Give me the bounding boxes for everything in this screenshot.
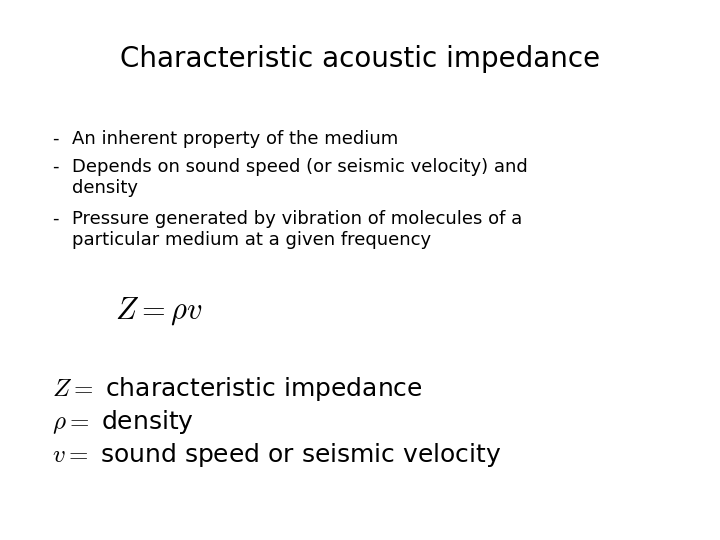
- Text: An inherent property of the medium: An inherent property of the medium: [72, 130, 398, 148]
- Text: Pressure generated by vibration of molecules of a
particular medium at a given f: Pressure generated by vibration of molec…: [72, 210, 522, 249]
- Text: $\rho=$ density: $\rho=$ density: [52, 408, 194, 436]
- Text: Depends on sound speed (or seismic velocity) and
density: Depends on sound speed (or seismic veloc…: [72, 158, 528, 197]
- Text: $Z=$ characteristic impedance: $Z=$ characteristic impedance: [52, 375, 423, 403]
- Text: Characteristic acoustic impedance: Characteristic acoustic impedance: [120, 45, 600, 73]
- Text: -: -: [52, 130, 58, 148]
- Text: -: -: [52, 158, 58, 176]
- Text: -: -: [52, 210, 58, 228]
- Text: $Z = \rho v$: $Z = \rho v$: [115, 295, 202, 327]
- Text: $v=$ sound speed or seismic velocity: $v=$ sound speed or seismic velocity: [52, 441, 501, 469]
